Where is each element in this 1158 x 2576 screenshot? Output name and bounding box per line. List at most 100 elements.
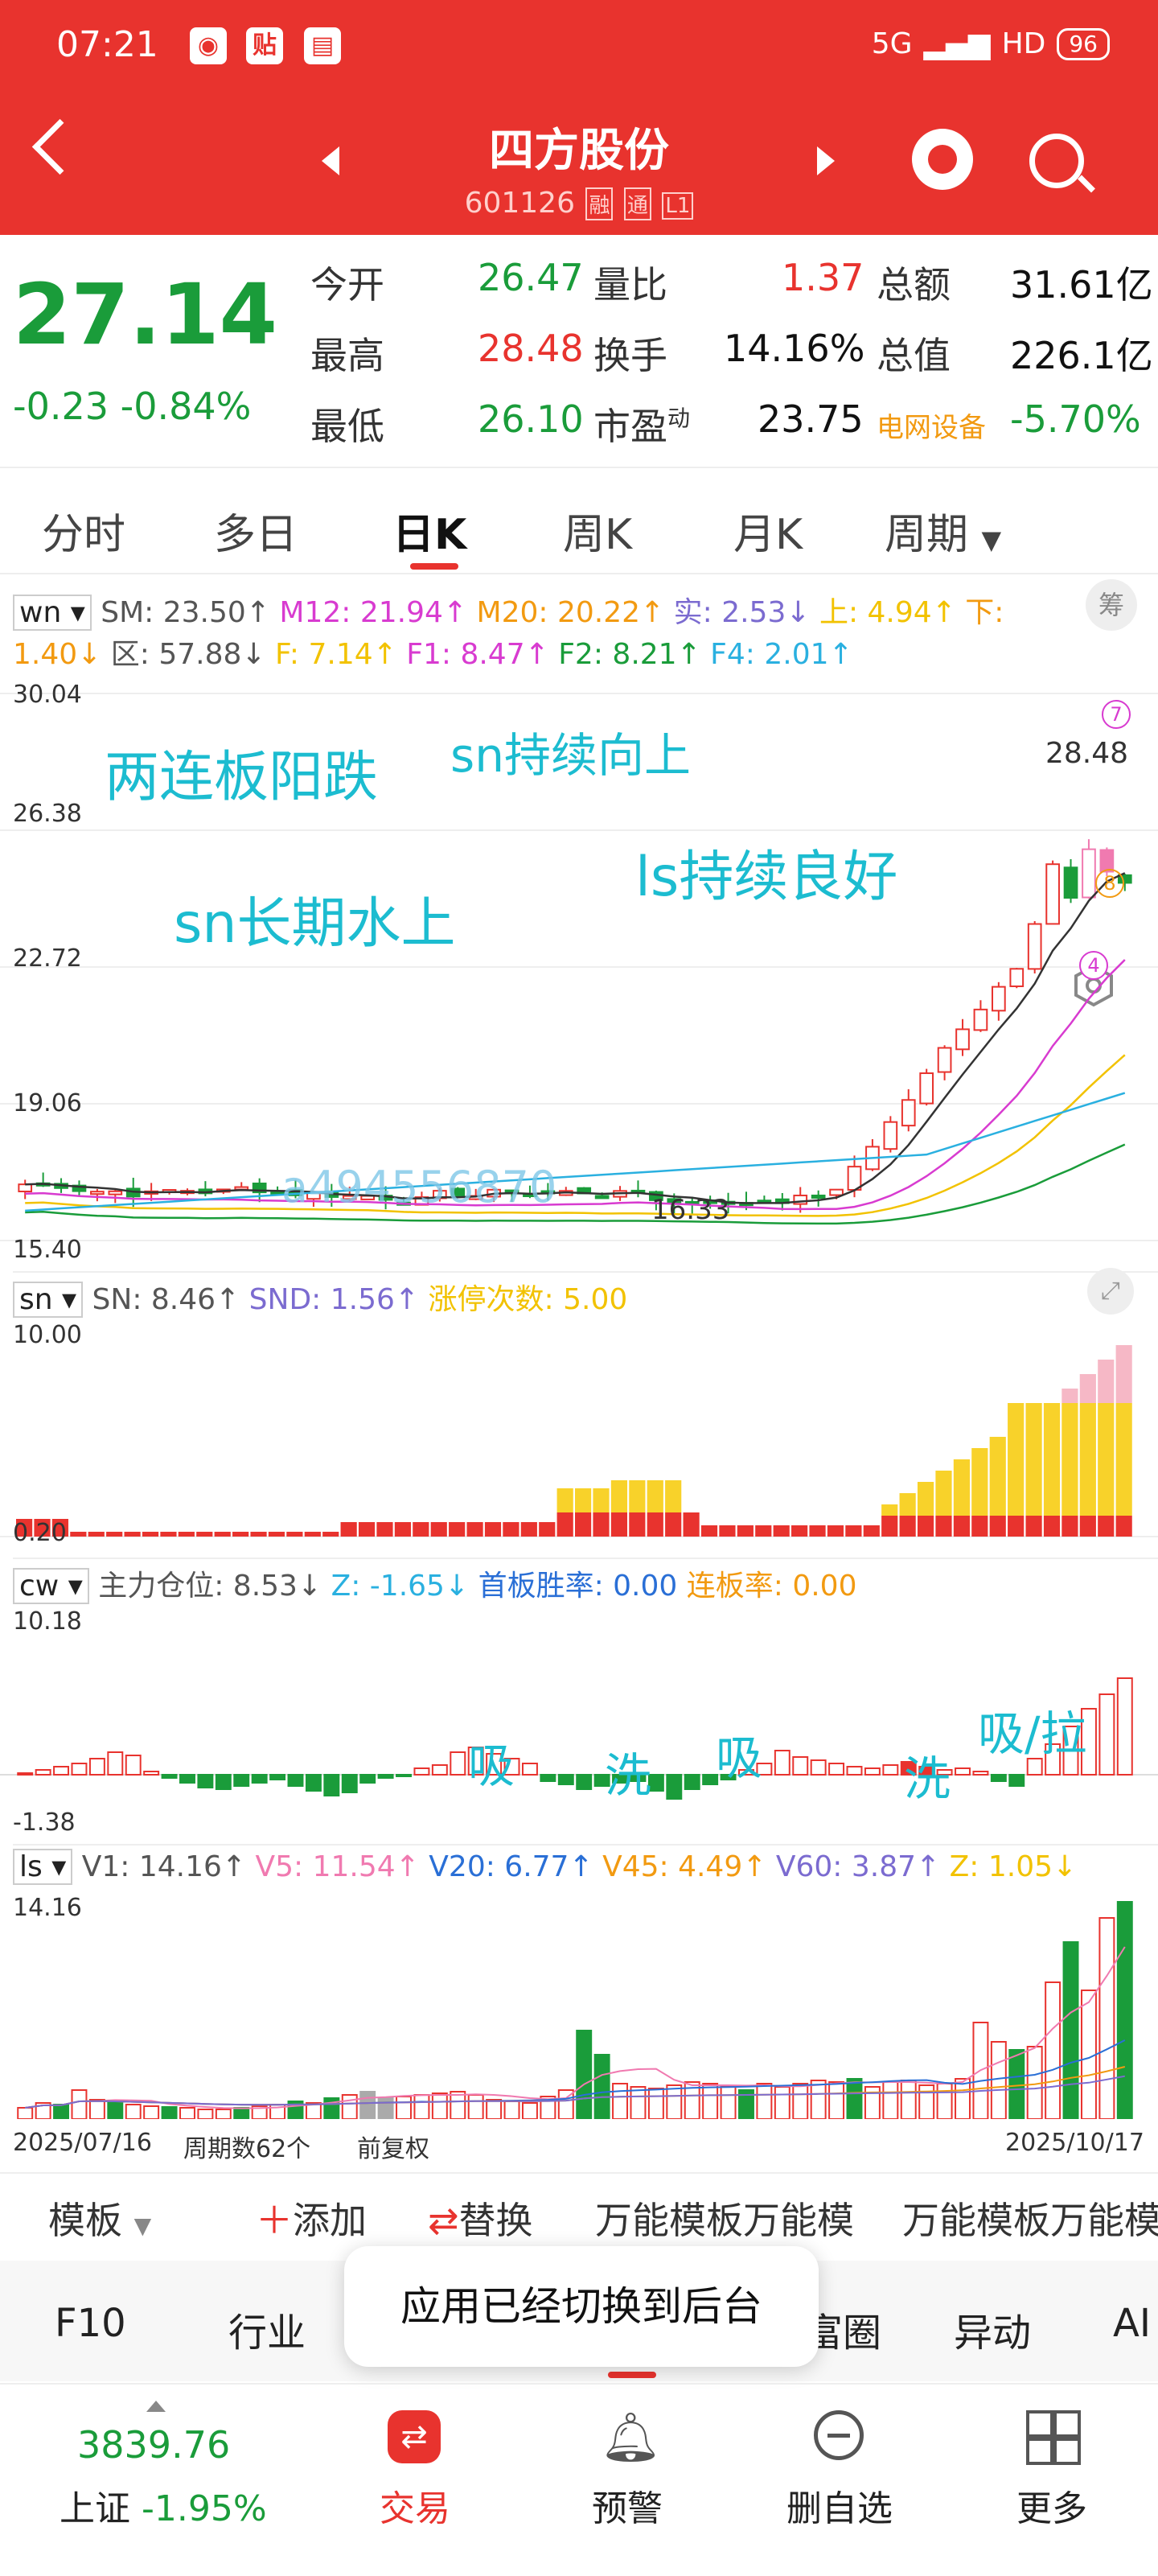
ls-bar-24 (450, 2091, 466, 2119)
nav-alert[interactable]: 预警 (592, 2488, 663, 2529)
cw-bar-24 (450, 1751, 466, 1776)
tab-period[interactable]: 周期 ▼ (885, 500, 1001, 561)
sn-yellow-bar-30 (556, 1488, 573, 1512)
sector-label[interactable]: 电网设备 (877, 412, 986, 444)
chip-distribution-button[interactable]: 筹 (1086, 579, 1137, 631)
kline-candle-43 (793, 1194, 808, 1205)
tab-monthly-k[interactable]: 月K (733, 511, 803, 559)
main-legend-item-3: 实: 2.53↓ (664, 596, 811, 629)
sn-pink-bar-58 (1062, 1389, 1078, 1403)
nav-more[interactable]: 更多 (1016, 2488, 1087, 2529)
y-tick-2: 22.72 (13, 944, 82, 973)
tab-multiday[interactable]: 多日 (214, 511, 298, 559)
cw-bar-52 (955, 1767, 971, 1776)
ls-bar-5 (107, 2102, 124, 2119)
kline-candle-59 (1082, 848, 1096, 899)
sn-red-bar-38 (700, 1525, 718, 1537)
tab-industry[interactable]: 行业 (228, 2311, 306, 2356)
ls-bar-46 (846, 2078, 863, 2119)
tab-intraday[interactable]: 分时 (42, 511, 126, 559)
adjust-mode[interactable]: 前复权 (357, 2135, 429, 2163)
ls-volume-chart[interactable] (0, 1892, 1158, 2119)
expand-icon[interactable]: ⤢ (1087, 1268, 1134, 1315)
sn-red-bar-39 (719, 1525, 736, 1537)
network-label: 5G (871, 27, 913, 60)
cw-bar-45 (828, 1763, 845, 1776)
cw-bar-57 (1045, 1743, 1062, 1776)
cw-bar-41 (756, 1763, 773, 1776)
ls-bar-3 (71, 2089, 88, 2119)
period-count: 周期数62个 (183, 2135, 311, 2163)
remove-watchlist-icon[interactable] (814, 2410, 864, 2460)
ls-bar-29 (540, 2096, 556, 2119)
cw-bar-51 (936, 1769, 953, 1776)
cw-bar-25 (467, 1747, 484, 1776)
main2-legend-item-2: F: 7.14↑ (265, 638, 397, 671)
index-name: 上证 (60, 2488, 130, 2529)
tab-weekly-k[interactable]: 周K (563, 511, 633, 559)
prev-stock-icon[interactable] (322, 146, 339, 175)
search-icon[interactable] (1029, 134, 1084, 188)
ls-indicator-select[interactable]: ls ▾ (13, 1849, 73, 1885)
ls-bar-52 (955, 2078, 971, 2119)
sn-indicator-label: sn (19, 1283, 53, 1316)
cw-bar-55 (1008, 1774, 1025, 1787)
index-line[interactable]: 上证 -1.95% (60, 2479, 267, 2531)
template-item-1[interactable]: 万能模板万能模 (595, 2199, 854, 2242)
kline-candle-24 (450, 1187, 466, 1196)
sn-red-bar-3 (70, 1532, 87, 1537)
ls-bar-9 (179, 2107, 195, 2119)
sn-red-bar-34 (629, 1512, 646, 1537)
ls-bar-25 (467, 2094, 484, 2119)
cw-bar-59 (1080, 1708, 1097, 1776)
template-select[interactable]: 模板 ▼ (48, 2191, 151, 2245)
cw-indicator-select[interactable]: cw ▾ (13, 1568, 89, 1604)
tab-ai[interactable]: AI (1113, 2301, 1151, 2346)
next-stock-icon[interactable] (817, 146, 835, 175)
cw-bar-12 (233, 1774, 250, 1787)
sn-indicator-select[interactable]: sn ▾ (13, 1282, 84, 1318)
kline-candle-50 (919, 1072, 934, 1105)
mascot-icon[interactable] (912, 129, 973, 190)
sn-yellow-bar-58 (1062, 1403, 1078, 1516)
ls-ma-60 (25, 2075, 1125, 2109)
main-indicator-select[interactable]: wn ▾ (13, 595, 92, 631)
template-item-2[interactable]: 万能模板万能模 (902, 2199, 1158, 2242)
tab-anomaly[interactable]: 异动 (954, 2311, 1032, 2356)
period-tabs: 分时 多日 日K 周K 月K 周期 ▼ (0, 467, 1158, 1007)
add-template-button[interactable]: ＋添加 (256, 2191, 367, 2245)
ls-bar-23 (431, 2092, 448, 2119)
ls-bar-18 (341, 2094, 358, 2119)
sn-red-bar-29 (539, 1522, 556, 1537)
tab-daily-k[interactable]: 日K (392, 511, 467, 559)
bell-icon[interactable]: 🔔︎ (600, 2409, 662, 2466)
index-value[interactable]: 3839.76 (77, 2423, 231, 2467)
stock-code-line: 601126 融 通 L1 (0, 187, 1158, 220)
cw-indicator-label: cw (19, 1570, 60, 1603)
expand-up-icon[interactable] (146, 2401, 166, 2412)
ls-bar-58 (1062, 1941, 1079, 2119)
marker-4: 4 (1079, 951, 1108, 980)
nav-remove-watchlist[interactable]: 删自选 (786, 2488, 893, 2529)
ls-bar-51 (936, 2083, 953, 2119)
kline-chart[interactable] (0, 677, 1158, 1265)
sn-red-bar-17 (322, 1532, 339, 1537)
grid-icon[interactable] (1026, 2410, 1081, 2465)
cw-bar-37 (684, 1774, 700, 1790)
replace-template-button[interactable]: ⇄替换 (428, 2191, 533, 2245)
sn-chart[interactable] (0, 1319, 1158, 1545)
kline-candle-57 (1045, 863, 1060, 925)
ls-bar-42 (774, 2086, 790, 2119)
kline-candle-55 (1009, 968, 1025, 987)
nav-trade[interactable]: 交易 (380, 2488, 450, 2529)
sn-yellow-bar-34 (629, 1480, 646, 1512)
cw-bar-36 (666, 1774, 683, 1800)
cw-bar-13 (251, 1774, 268, 1784)
tab-f10[interactable]: F10 (55, 2301, 126, 2346)
cw-chart[interactable] (0, 1606, 1158, 1831)
value-turnover-amount: 31.61亿 (1010, 263, 1153, 307)
marker-8: 8 (1095, 869, 1124, 898)
cw-bar-11 (215, 1774, 232, 1790)
pe-sup: 动 (667, 405, 691, 432)
trade-icon[interactable]: ⇄ (388, 2410, 441, 2463)
